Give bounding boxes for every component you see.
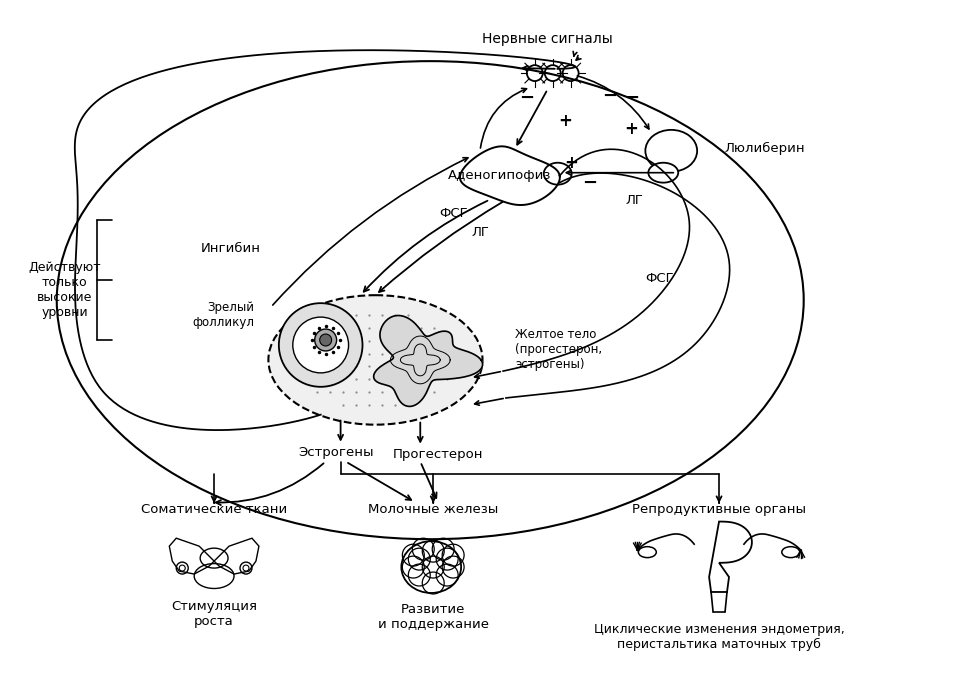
Text: −: −: [624, 89, 639, 107]
Circle shape: [293, 317, 349, 373]
Text: −: −: [602, 87, 618, 105]
Circle shape: [315, 329, 337, 351]
Text: Желтое тело
(прогестерон,
эстрогены): Желтое тело (прогестерон, эстрогены): [515, 329, 602, 372]
Text: +: +: [559, 112, 573, 130]
Ellipse shape: [646, 130, 697, 171]
Ellipse shape: [269, 295, 482, 425]
Text: Аденогипофиз: Аденогипофиз: [448, 169, 551, 182]
Text: +: +: [565, 154, 579, 171]
Text: Стимуляция
роста: Стимуляция роста: [171, 600, 257, 628]
Text: Молочные железы: Молочные железы: [368, 503, 499, 516]
Text: ФСГ: ФСГ: [439, 207, 468, 220]
Text: Соматические ткани: Соматические ткани: [141, 503, 287, 516]
Text: +: +: [624, 120, 638, 138]
Text: Эстрогены: Эстрогены: [298, 446, 373, 459]
Circle shape: [279, 303, 362, 387]
Circle shape: [319, 334, 331, 346]
Ellipse shape: [649, 163, 678, 182]
Text: −: −: [519, 89, 535, 107]
Text: Ингибин: Ингибин: [201, 242, 261, 255]
Text: Зрелый
фолликул: Зрелый фолликул: [192, 301, 254, 329]
Polygon shape: [460, 146, 560, 205]
Text: Прогестерон: Прогестерон: [393, 448, 483, 461]
Text: Развитие
и поддержание: Развитие и поддержание: [378, 603, 489, 631]
Ellipse shape: [543, 163, 572, 184]
Polygon shape: [374, 316, 482, 406]
Text: Люлиберин: Люлиберин: [724, 142, 805, 155]
Text: Нервные сигналы: Нервные сигналы: [482, 32, 613, 46]
Text: Циклические изменения эндометрия,
перистальтика маточных труб: Циклические изменения эндометрия, перист…: [594, 623, 844, 651]
Text: ФСГ: ФСГ: [645, 272, 674, 285]
Text: Действуют
только
высокие
уровни: Действуют только высокие уровни: [28, 261, 101, 319]
Text: ЛГ: ЛГ: [625, 194, 644, 207]
Text: −: −: [582, 173, 597, 192]
Text: ЛГ: ЛГ: [471, 226, 489, 239]
Text: Репродуктивные органы: Репродуктивные органы: [632, 503, 806, 516]
